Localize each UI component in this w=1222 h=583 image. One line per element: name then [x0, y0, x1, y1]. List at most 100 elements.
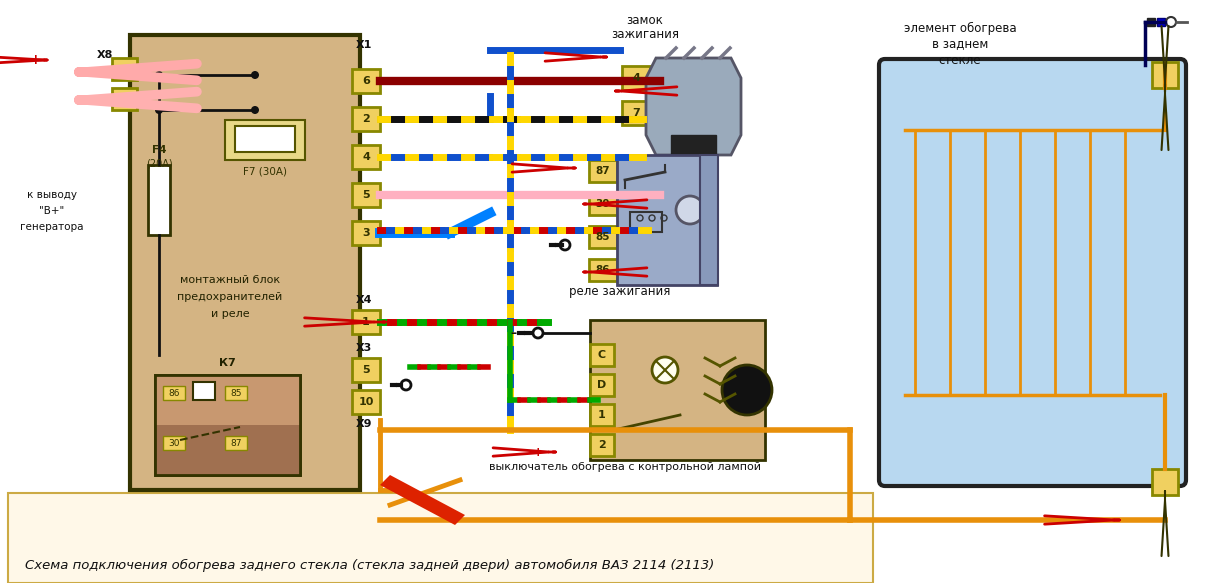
Text: F7 (30A): F7 (30A)	[243, 167, 287, 177]
Text: выключатель обогрева с контрольной лампой: выключатель обогрева с контрольной лампо…	[489, 462, 761, 472]
Bar	[352, 69, 380, 93]
Bar	[155, 375, 299, 475]
Text: 2: 2	[362, 114, 370, 124]
Bar	[700, 155, 719, 285]
Bar	[590, 344, 613, 366]
Bar	[352, 221, 380, 245]
Text: (20A): (20A)	[145, 158, 172, 168]
Bar	[148, 165, 170, 235]
Bar	[1157, 18, 1165, 26]
Bar	[225, 386, 247, 400]
Circle shape	[251, 71, 259, 79]
Text: к выводу: к выводу	[27, 190, 77, 200]
Text: 5: 5	[362, 365, 370, 375]
Bar	[631, 212, 662, 232]
Bar	[9, 493, 873, 583]
Bar	[352, 183, 380, 207]
Text: 87: 87	[595, 166, 610, 176]
Text: и реле: и реле	[210, 309, 249, 319]
Text: 30: 30	[169, 438, 180, 448]
Text: 86: 86	[169, 388, 180, 398]
Circle shape	[401, 380, 411, 390]
Bar	[671, 135, 716, 165]
Bar	[112, 58, 137, 80]
Text: элемент обогрева: элемент обогрева	[904, 22, 1017, 34]
Text: Схема подключения обогрева заднего стекла (стекла задней двери) автомобиля ВАЗ 2: Схема подключения обогрева заднего стекл…	[24, 559, 714, 571]
Text: X1: X1	[356, 40, 373, 50]
Bar	[590, 434, 613, 456]
Text: 2: 2	[598, 440, 606, 450]
Text: 85: 85	[596, 232, 610, 242]
Text: в заднем: в заднем	[932, 37, 989, 51]
Text: 5: 5	[120, 65, 128, 75]
Bar	[1152, 469, 1178, 495]
Text: К7: К7	[219, 358, 236, 368]
Bar	[1147, 18, 1155, 26]
Circle shape	[155, 71, 163, 79]
Text: 87: 87	[230, 438, 242, 448]
Bar	[352, 145, 380, 169]
Bar	[590, 320, 765, 460]
Bar	[130, 35, 360, 490]
Bar	[163, 436, 185, 450]
Bar	[235, 126, 295, 152]
Circle shape	[560, 240, 569, 250]
Circle shape	[533, 328, 543, 338]
Circle shape	[653, 357, 678, 383]
Text: зажигания: зажигания	[611, 27, 679, 40]
Text: монтажный блок: монтажный блок	[180, 275, 280, 285]
Text: 6: 6	[362, 76, 370, 86]
Text: X8: X8	[97, 50, 114, 60]
Text: 7: 7	[632, 108, 640, 118]
Text: 6: 6	[120, 95, 128, 105]
Text: генератора: генератора	[21, 222, 84, 232]
Bar	[352, 310, 380, 334]
Circle shape	[722, 365, 772, 415]
FancyBboxPatch shape	[879, 59, 1187, 486]
Circle shape	[1166, 17, 1176, 27]
Text: D: D	[598, 380, 606, 390]
Bar	[590, 404, 613, 426]
Bar	[589, 160, 617, 182]
Bar	[589, 193, 617, 215]
Text: X3: X3	[356, 343, 373, 353]
Bar	[155, 375, 299, 475]
Text: 30: 30	[596, 199, 610, 209]
Bar	[225, 436, 247, 450]
Text: 85: 85	[230, 388, 242, 398]
Text: "В+": "В+"	[39, 206, 65, 216]
Text: X9: X9	[356, 419, 373, 429]
Bar	[622, 101, 650, 125]
Bar	[352, 107, 380, 131]
Bar	[589, 226, 617, 248]
Text: +: +	[533, 445, 544, 458]
Circle shape	[155, 106, 163, 114]
Bar	[622, 66, 650, 90]
Bar	[112, 88, 137, 110]
Bar	[163, 386, 185, 400]
Text: +: +	[29, 53, 40, 67]
Text: –: –	[510, 326, 516, 339]
Text: 4: 4	[632, 73, 640, 83]
Bar	[589, 259, 617, 281]
Text: C: C	[598, 350, 606, 360]
Bar	[155, 375, 299, 425]
Circle shape	[676, 196, 704, 224]
Text: 3: 3	[362, 228, 370, 238]
Text: 10: 10	[358, 397, 374, 407]
Text: X4: X4	[356, 295, 373, 305]
Polygon shape	[380, 475, 466, 525]
Bar	[617, 155, 717, 285]
Text: 1: 1	[362, 317, 370, 327]
Bar	[1152, 62, 1178, 88]
Bar	[225, 120, 306, 160]
Text: 4: 4	[362, 152, 370, 162]
Bar	[155, 425, 299, 475]
Text: F4: F4	[152, 145, 166, 155]
Text: стекле: стекле	[938, 54, 981, 66]
Bar	[352, 390, 380, 414]
Text: реле зажигания: реле зажигания	[569, 286, 671, 298]
Text: замок: замок	[627, 13, 664, 26]
Text: 86: 86	[596, 265, 610, 275]
Text: предохранителей: предохранителей	[177, 292, 282, 302]
